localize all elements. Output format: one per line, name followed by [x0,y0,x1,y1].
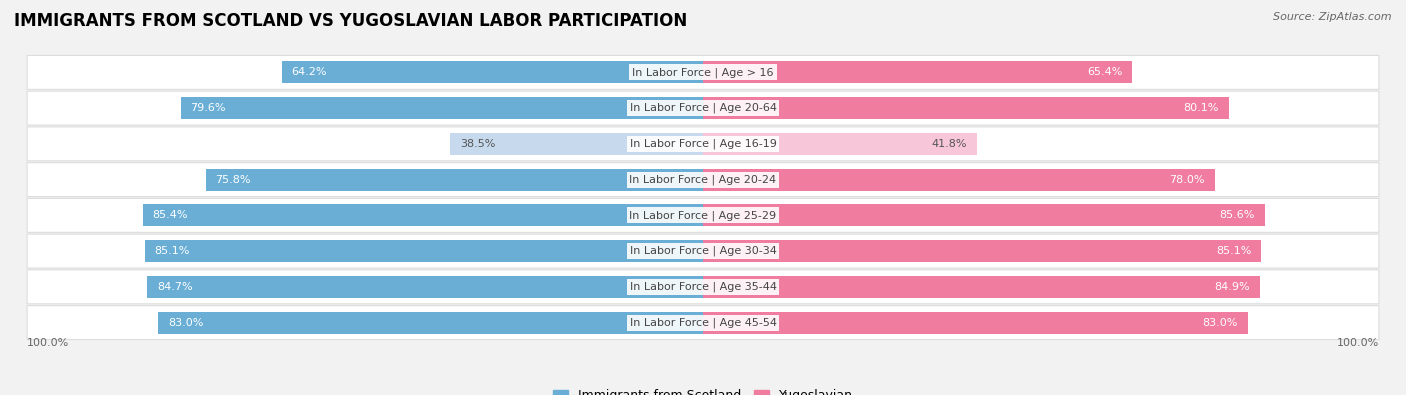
Text: 78.0%: 78.0% [1170,175,1205,184]
Text: 100.0%: 100.0% [27,338,69,348]
Text: 64.2%: 64.2% [291,68,328,77]
Bar [281,61,703,83]
Text: 75.8%: 75.8% [215,175,252,184]
Text: 85.1%: 85.1% [1216,246,1251,256]
Text: 79.6%: 79.6% [191,103,226,113]
Text: In Labor Force | Age 35-44: In Labor Force | Age 35-44 [630,282,776,292]
FancyBboxPatch shape [27,55,1379,89]
Text: 84.9%: 84.9% [1215,282,1250,292]
FancyBboxPatch shape [27,91,1379,125]
Bar [703,240,1261,262]
FancyBboxPatch shape [27,163,1379,197]
FancyBboxPatch shape [27,198,1379,232]
FancyBboxPatch shape [27,270,1379,304]
Text: 85.6%: 85.6% [1219,211,1254,220]
Text: 83.0%: 83.0% [169,318,204,327]
Bar [703,61,1132,83]
Text: 84.7%: 84.7% [157,282,193,292]
Bar [205,169,703,191]
Text: 80.1%: 80.1% [1184,103,1219,113]
FancyBboxPatch shape [27,127,1379,161]
Bar [181,97,703,119]
FancyBboxPatch shape [27,234,1379,268]
Text: 85.1%: 85.1% [155,246,190,256]
Text: In Labor Force | Age 16-19: In Labor Force | Age 16-19 [630,139,776,149]
Legend: Immigrants from Scotland, Yugoslavian: Immigrants from Scotland, Yugoslavian [548,384,858,395]
Text: 38.5%: 38.5% [460,139,495,149]
Bar [145,240,703,262]
Text: In Labor Force | Age 45-54: In Labor Force | Age 45-54 [630,317,776,328]
Text: IMMIGRANTS FROM SCOTLAND VS YUGOSLAVIAN LABOR PARTICIPATION: IMMIGRANTS FROM SCOTLAND VS YUGOSLAVIAN … [14,12,688,30]
Text: 85.4%: 85.4% [152,211,188,220]
Bar [142,204,703,226]
Text: In Labor Force | Age 20-24: In Labor Force | Age 20-24 [630,174,776,185]
FancyBboxPatch shape [27,306,1379,340]
Bar [148,276,703,298]
Text: In Labor Force | Age 30-34: In Labor Force | Age 30-34 [630,246,776,256]
Bar [159,312,703,334]
Bar [703,312,1247,334]
Text: In Labor Force | Age > 16: In Labor Force | Age > 16 [633,67,773,78]
Text: In Labor Force | Age 20-64: In Labor Force | Age 20-64 [630,103,776,113]
Text: 83.0%: 83.0% [1202,318,1237,327]
Text: In Labor Force | Age 25-29: In Labor Force | Age 25-29 [630,210,776,221]
Bar [703,169,1215,191]
Bar [450,133,703,155]
Text: 100.0%: 100.0% [1337,338,1379,348]
Text: 65.4%: 65.4% [1087,68,1122,77]
Text: 41.8%: 41.8% [932,139,967,149]
Text: Source: ZipAtlas.com: Source: ZipAtlas.com [1274,12,1392,22]
Bar [703,204,1264,226]
Bar [703,133,977,155]
Bar [703,276,1260,298]
Bar [703,97,1229,119]
